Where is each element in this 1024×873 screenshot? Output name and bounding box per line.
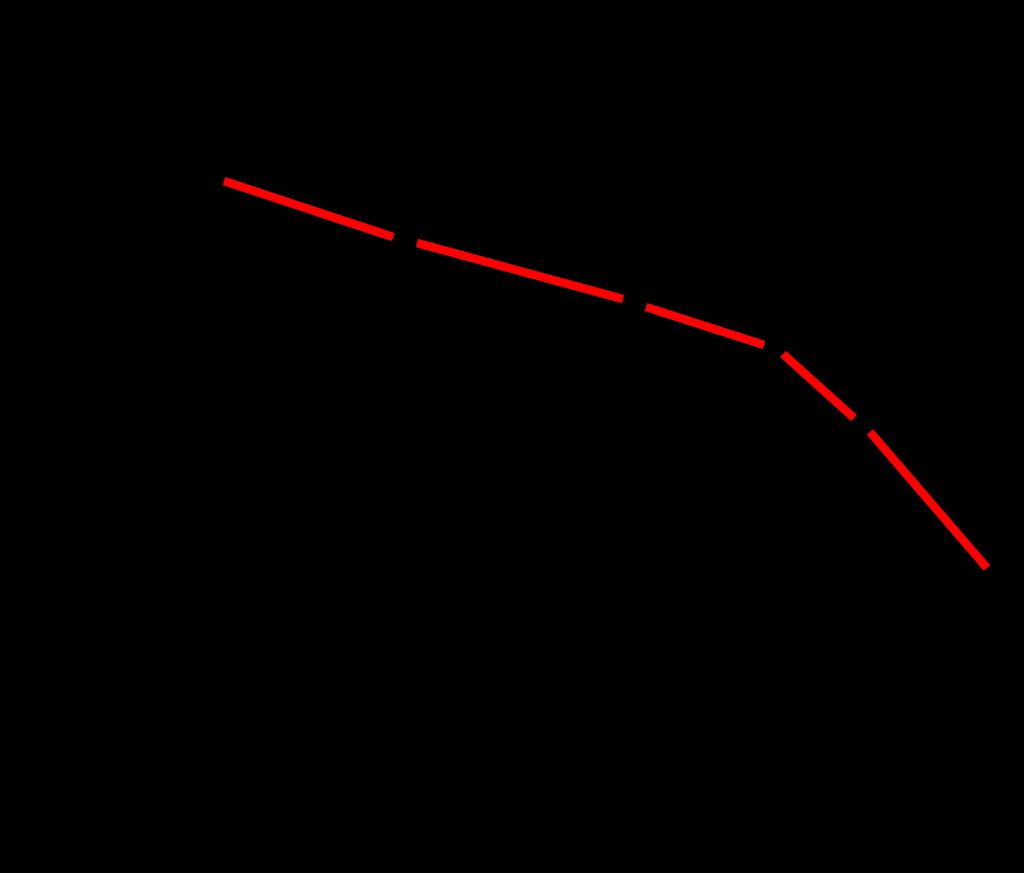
red-dashed-curve-series — [222, 176, 991, 571]
line-dash-segment — [644, 302, 766, 350]
line-dash-segment — [780, 350, 857, 422]
line-dash-segment — [866, 429, 991, 571]
line-dash-segment — [415, 238, 625, 304]
line-dash-segment — [222, 176, 395, 242]
